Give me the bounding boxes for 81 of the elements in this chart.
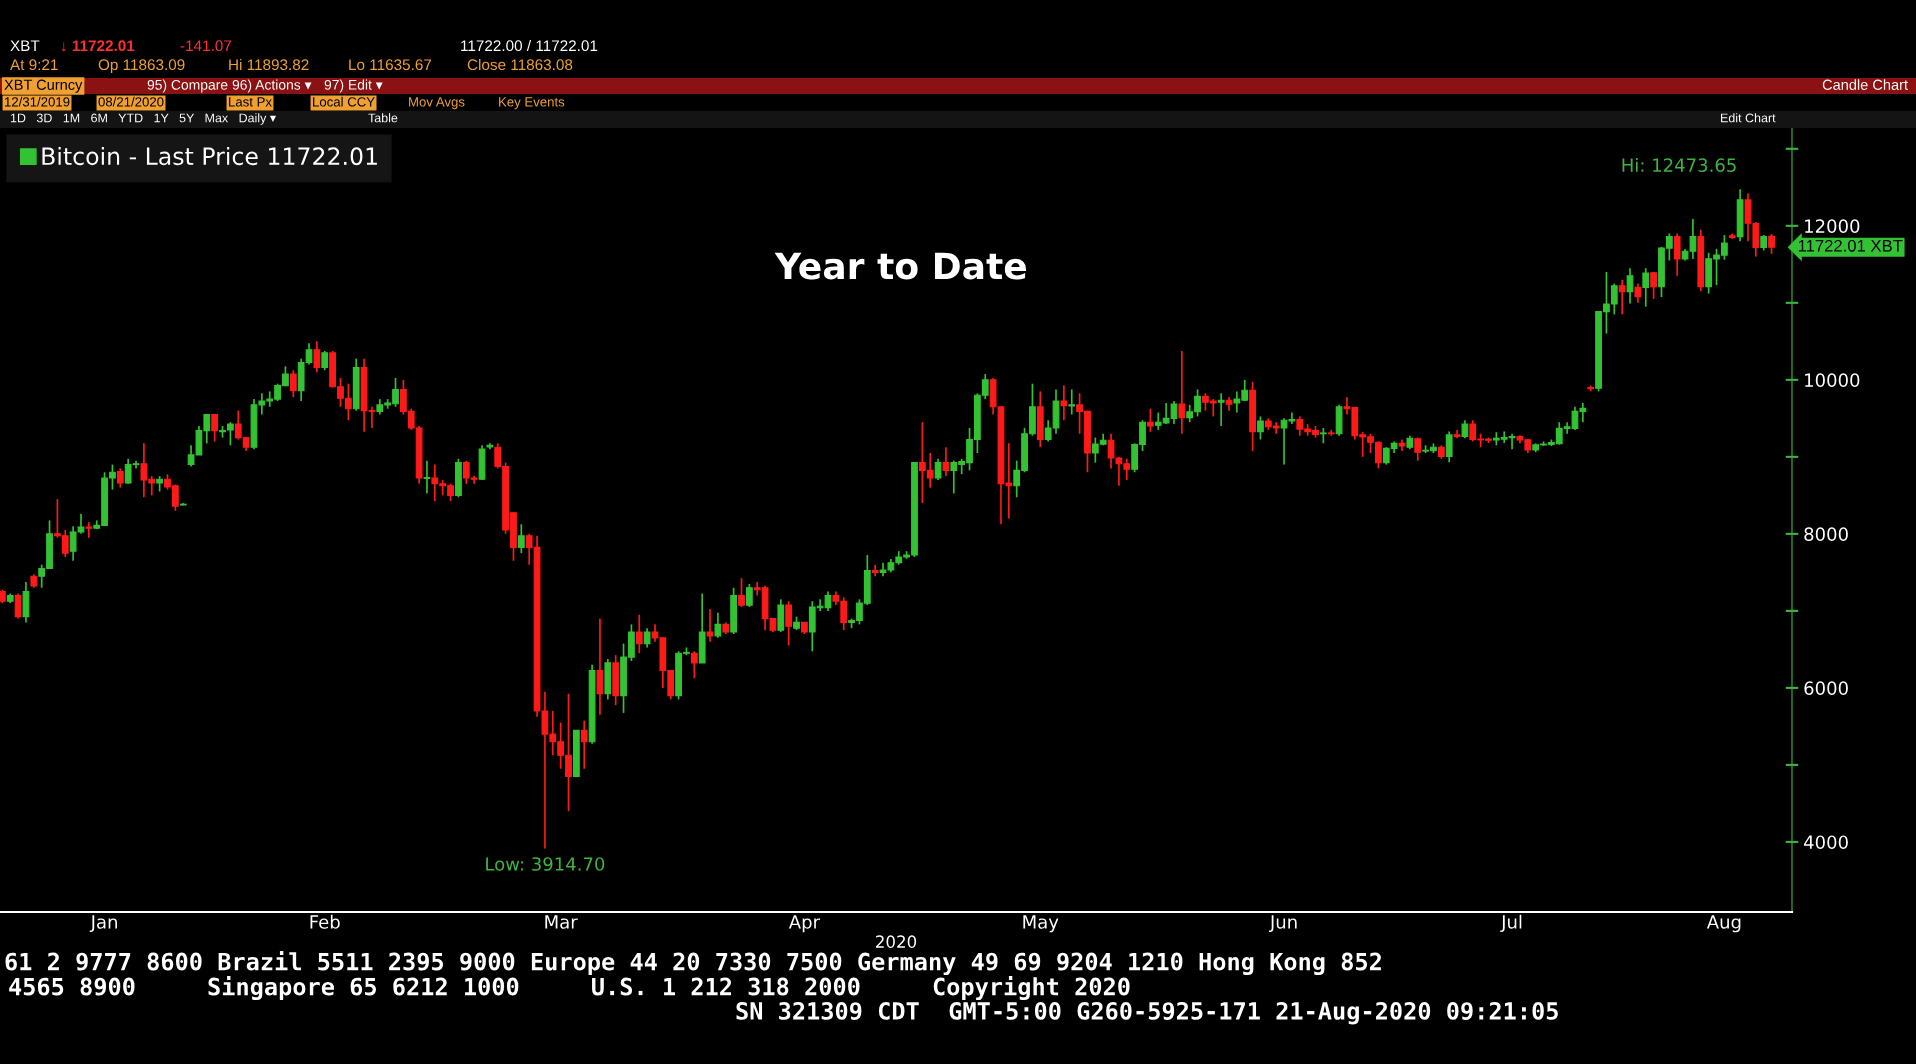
y-tick-label: 8000 [1804,527,1848,541]
text: At 9:21 [10,59,58,71]
x-tick-label: Jul [1500,914,1522,933]
text: 96) Actions ▾ [232,79,312,93]
candlestick [1768,233,1775,255]
candlestick [1060,384,1068,422]
y-tick-label: 6000 [1804,681,1848,696]
text: XBT Curncy [4,79,83,93]
text: 08/21/2020 [98,96,164,107]
x-tick-label: May [1023,915,1059,933]
annotation: Low: 3914.70 [486,857,605,871]
candlestick [1178,350,1186,435]
x-tick-label: Mar [545,915,578,929]
candlestick [785,600,793,647]
candlestick [1068,388,1076,416]
text: Table [368,113,398,123]
candlestick [1461,419,1469,440]
candlestick [942,446,950,477]
text: Lo 11635.67 [349,59,432,71]
text: -141.07 [180,40,232,52]
candlestick [690,650,698,680]
text: Local CCY [313,96,375,107]
text: Year to Date [774,252,1027,280]
x-axis-title: 2020 [876,935,917,948]
candlestick [1673,232,1681,277]
candlestick [1626,267,1634,305]
x-tick-label: Feb [310,914,340,929]
text: 95) Compare [147,79,228,93]
candlestick [643,627,651,649]
text: SN 321309 CDT GMT-5:00 G260-5925-171 21-Aug-2020 09:21:05 [736,1001,1558,1025]
candlestick [211,413,219,443]
text: 4565 8900 Singapore 65 6212 1000 U.S. 1 212 318 2000 Copyright 2020 [9,975,1130,1001]
candlestick [1634,282,1642,304]
text: Last Px [229,97,272,107]
x-tick-label: Jan [89,915,117,933]
candlestick [1146,407,1154,433]
text: Hi 11893.82 [229,58,309,71]
text: Op 11863.09 [98,59,185,74]
text: Candle Chart [1822,79,1908,90]
y-tick-label: 12000 [1805,219,1860,233]
x-tick-label: Jun [1269,915,1297,933]
text: Edit Chart [1721,113,1776,123]
legend-label: Bitcoin - Last Price 11722.01 [42,146,377,166]
candlestick [321,350,329,372]
y-tick-label: 4000 [1803,835,1848,850]
candlestick [580,719,588,770]
candlestick [1650,271,1657,300]
candlestick [14,592,22,620]
text: XBT [10,40,40,51]
x-tick-label: Apr [788,915,821,933]
candlestick [116,467,124,489]
text: 12/31/2019 [5,96,70,107]
candlestick [635,613,643,655]
candlestick [738,577,745,608]
x-tick-label: Aug [1706,915,1741,933]
candlestick [313,340,321,373]
candlestick [706,608,714,643]
annotation: Hi: 12473.65 [1622,157,1736,172]
candlestick [1618,278,1626,316]
candlestick [934,457,942,481]
y-tick-label: 10000 [1805,373,1860,387]
candlestick [714,611,722,639]
candlestick [1445,430,1453,464]
candlestick [85,521,93,539]
candlestick [745,583,753,608]
text: 61 2 9777 8600 Brazil 5511 2395 9000 Europe 44 20 7330 7500 Germany 49 69 9204 1210 Hong Kong 852 [5,950,1381,976]
text: Key Events [499,97,565,110]
candlestick [1642,267,1650,308]
candlestick [596,617,604,716]
candlestick [517,523,525,554]
text: ↓ 11722.01 [62,40,135,52]
text: Close 11863.08 [467,58,573,71]
text: 97) Edit ▾ [324,79,383,93]
text: Mov Avgs [409,97,465,110]
text: 11722.01 XBT [1798,239,1903,252]
candlestick [289,369,297,398]
candlestick [1217,392,1225,427]
candlestick [423,459,431,495]
text: 1D 3D 1M 6M YTD 1Y 5Y Max Daily ▾ [10,113,277,125]
candlestick [1257,415,1264,441]
text: 11722.00 / 11722.01 [461,39,598,52]
